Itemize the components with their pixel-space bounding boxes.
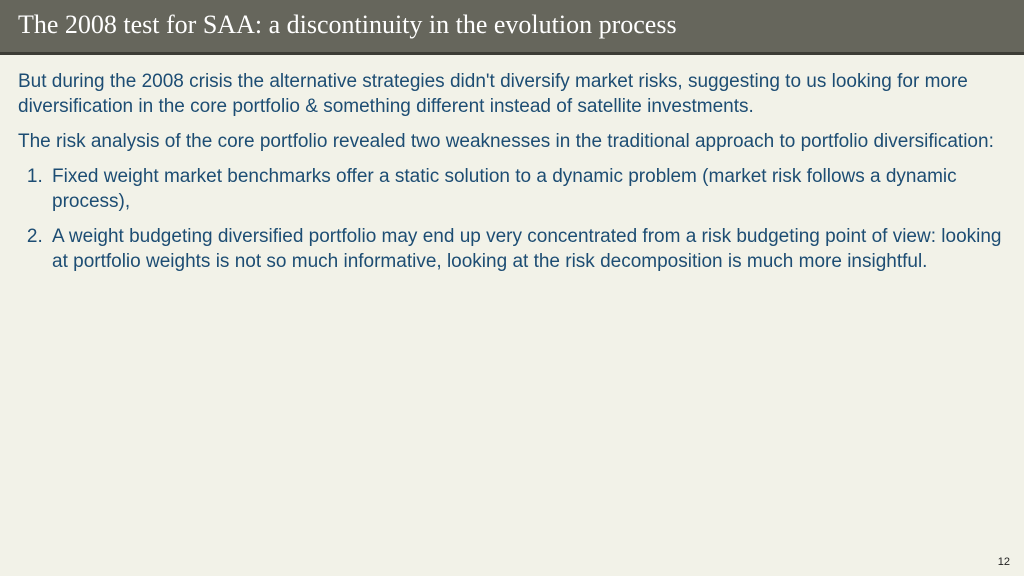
weakness-list: Fixed weight market benchmarks offer a s… <box>18 164 1006 274</box>
slide-body: But during the 2008 crisis the alternati… <box>0 55 1024 275</box>
list-item-2: A weight budgeting diversified portfolio… <box>48 224 1006 274</box>
page-number: 12 <box>998 556 1010 568</box>
list-item-1: Fixed weight market benchmarks offer a s… <box>48 164 1006 214</box>
paragraph-1: But during the 2008 crisis the alternati… <box>18 69 1006 119</box>
paragraph-2: The risk analysis of the core portfolio … <box>18 129 1006 154</box>
slide-title: The 2008 test for SAA: a discontinuity i… <box>0 0 1024 55</box>
